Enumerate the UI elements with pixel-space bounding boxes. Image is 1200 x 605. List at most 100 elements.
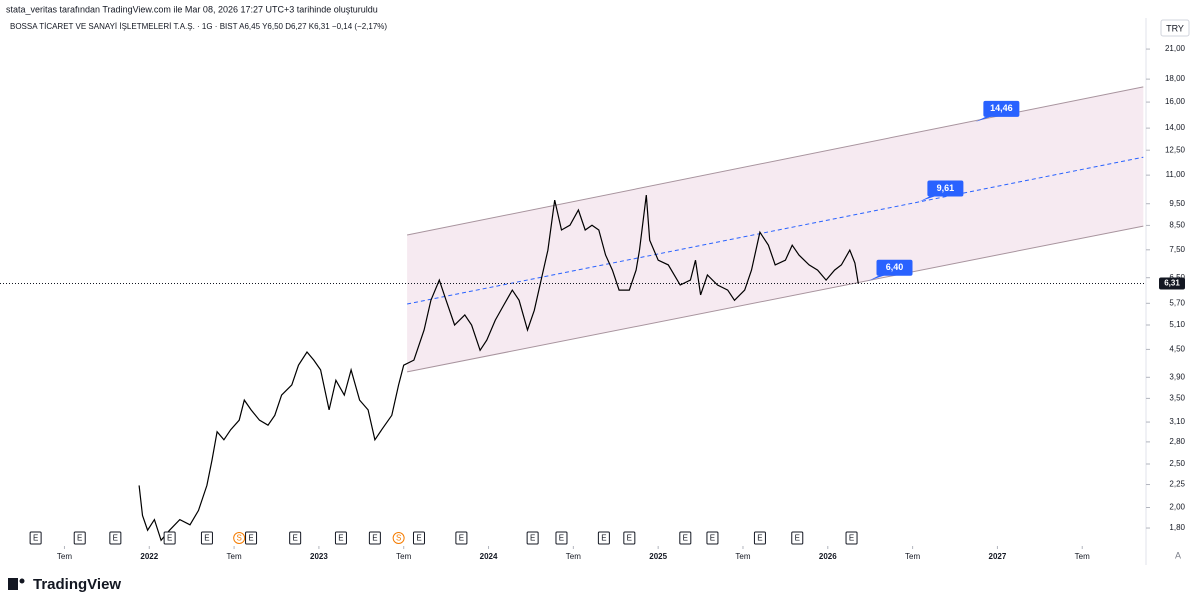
y-tick-label: 12,50	[1165, 145, 1186, 154]
y-tick-label: 3,10	[1169, 417, 1185, 426]
currency-box	[1160, 19, 1190, 37]
x-tick-label: Tem	[227, 552, 242, 561]
y-tick-label: 3,90	[1169, 372, 1185, 381]
event-label: E	[627, 534, 632, 543]
event-label: E	[292, 534, 297, 543]
x-tick-label: 2022	[140, 552, 158, 561]
x-tick-label: Tem	[1075, 552, 1090, 561]
event-icon	[245, 531, 258, 545]
x-tick-label: 2025	[649, 552, 667, 561]
last-price-label: 6,31	[1164, 279, 1180, 288]
y-tick-label: 2,25	[1169, 480, 1185, 489]
channel-fill	[407, 86, 1144, 372]
event-label: E	[795, 534, 800, 543]
y-tick-label: 2,00	[1169, 503, 1185, 512]
y-tick-label: 2,80	[1169, 437, 1185, 446]
event-icon	[163, 531, 176, 545]
event-icon	[555, 531, 568, 545]
auto-scale[interactable]: A	[1175, 550, 1181, 560]
y-tick-label: 7,50	[1169, 245, 1185, 254]
y-tick-label: 8,50	[1169, 221, 1185, 230]
label-box	[983, 100, 1020, 117]
label-box	[876, 259, 913, 276]
event-icon	[753, 531, 766, 545]
event-icon	[289, 531, 302, 545]
event-icon	[623, 531, 636, 545]
x-tick-label: Tem	[396, 552, 411, 561]
logo: TradingView	[8, 576, 121, 593]
event-label: E	[601, 534, 606, 543]
y-tick-label: 2,50	[1169, 459, 1185, 468]
event-label: E	[849, 534, 854, 543]
event-label: E	[757, 534, 762, 543]
y-tick-label: 11,00	[1166, 170, 1186, 179]
y-tick-label: 18,00	[1165, 74, 1186, 83]
event-label: E	[710, 534, 715, 543]
event-label: E	[33, 534, 38, 543]
y-tick-label: 14,00	[1165, 123, 1186, 132]
event-label: E	[530, 534, 535, 543]
event-label: E	[459, 534, 464, 543]
event-icon	[392, 532, 405, 544]
event-label: E	[113, 534, 118, 543]
event-icon	[679, 531, 692, 545]
channel-label: 9,61	[937, 183, 955, 193]
y-tick-label: 6,50	[1169, 273, 1185, 282]
event-icon	[597, 531, 610, 545]
event-icon	[791, 531, 804, 545]
x-tick-label: Tem	[735, 552, 750, 561]
label-box	[927, 180, 964, 197]
y-tick-label: 9,50	[1169, 199, 1185, 208]
channel-upper	[407, 86, 1144, 236]
event-icon	[368, 531, 381, 545]
event-label: E	[416, 534, 421, 543]
logo-text: TradingView	[33, 576, 121, 593]
event-icon	[845, 531, 858, 545]
y-tick-label: 21,00	[1165, 44, 1186, 53]
event-icon	[412, 531, 425, 545]
y-tick-label: 5,70	[1169, 298, 1185, 307]
event-label: E	[559, 534, 564, 543]
event-icon	[29, 531, 42, 545]
logo-icon	[19, 578, 25, 584]
event-label: E	[77, 534, 82, 543]
label-pointer	[975, 115, 994, 122]
event-label: E	[338, 534, 343, 543]
event-label: S	[237, 534, 242, 543]
channel-label: 6,40	[886, 262, 904, 272]
currency: TRY	[1166, 23, 1184, 33]
y-tick-label: 16,00	[1165, 97, 1186, 106]
event-icon	[109, 531, 122, 545]
x-tick-label: 2026	[819, 552, 837, 561]
event-icon	[455, 531, 468, 545]
x-tick-label: 2024	[480, 552, 498, 561]
label-pointer	[919, 195, 938, 202]
event-icon	[233, 532, 246, 544]
price-line	[138, 195, 859, 542]
y-tick-label: 4,50	[1169, 345, 1185, 354]
event-icon	[334, 531, 347, 545]
event-icon	[706, 531, 719, 545]
x-tick-label: Tem	[57, 552, 72, 561]
y-tick-label: 3,50	[1169, 394, 1185, 403]
x-tick-label: Tem	[566, 552, 581, 561]
channel-label: 14,46	[990, 103, 1013, 113]
event-icon	[200, 531, 213, 545]
logo-icon	[8, 578, 18, 590]
event-label: E	[683, 534, 688, 543]
x-tick-label: 2023	[310, 552, 328, 561]
y-tick-label: 1,80	[1169, 523, 1185, 532]
event-label: S	[396, 534, 401, 543]
event-icon	[73, 531, 86, 545]
symbol-info: BOSSA TİCARET VE SANAYİ İŞLETMELERİ T.A.…	[10, 22, 387, 31]
label-pointer	[868, 274, 887, 281]
event-label: E	[372, 534, 377, 543]
event-icon	[526, 531, 539, 545]
last-price-box	[1159, 277, 1185, 290]
channel-middle	[407, 156, 1144, 305]
channel-lower	[407, 225, 1144, 373]
event-label: E	[204, 534, 209, 543]
event-label: E	[167, 534, 172, 543]
y-tick-label: 5,10	[1169, 320, 1185, 329]
